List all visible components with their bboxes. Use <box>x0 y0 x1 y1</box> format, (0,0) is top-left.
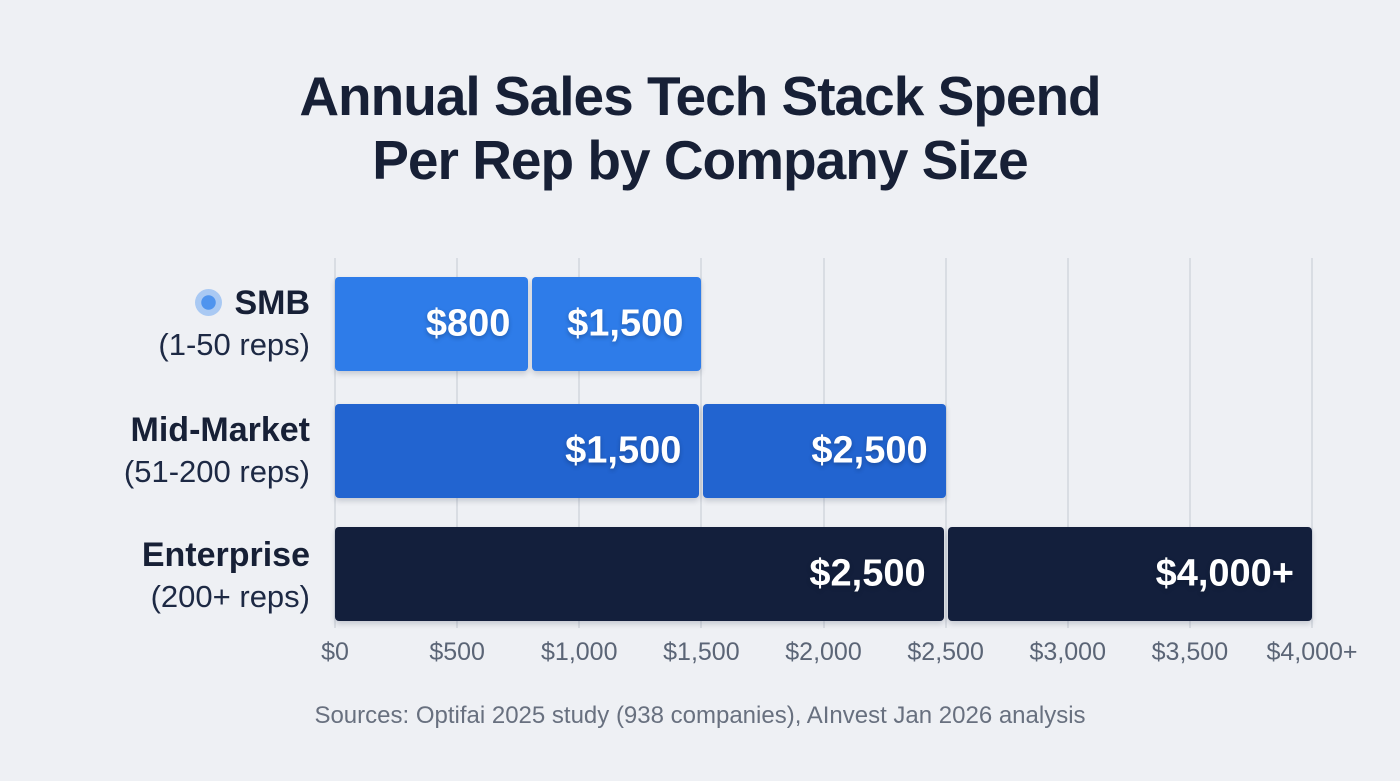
bar-row-enterprise: $2,500 $4,000+ <box>335 527 1312 621</box>
bar-row-mid-market: $1,500 $2,500 <box>335 404 1312 498</box>
bar-value-mid-market-high: $2,500 <box>811 429 928 472</box>
category-label-enterprise-detail: (200+ reps) <box>150 579 310 614</box>
bar-segment-mid-market-low: $1,500 <box>335 404 700 498</box>
category-label-mid-market: Mid-Market (51-200 reps) <box>0 410 310 492</box>
chart-title-line-1: Annual Sales Tech Stack Spend <box>299 65 1101 127</box>
category-label-smb-text: SMB <box>234 284 310 322</box>
x-axis: $0 $500 $1,000 $1,500 $2,000 $2,500 $3,000 $3,5… <box>321 638 1357 670</box>
bar-segment-smb-high: $1,500 <box>532 277 702 371</box>
bar-value-mid-market-low: $1,500 <box>565 429 682 472</box>
category-label-smb-name: SMB <box>0 283 310 324</box>
x-tick-label: $1,000 <box>541 638 618 666</box>
plot-area: $800 $1,500 $1,500 $2,500 $2,500 $4,000+ <box>334 258 1313 628</box>
category-label-enterprise: Enterprise (200+ reps) <box>0 535 310 617</box>
chart-title-line-2: Per Rep by Company Size <box>372 129 1029 191</box>
bar-value-enterprise-low: $2,500 <box>809 552 926 595</box>
category-label-enterprise-name: Enterprise <box>141 536 310 574</box>
x-tick-label: $1,500 <box>663 638 740 666</box>
category-label-smb: SMB (1-50 reps) <box>0 283 310 365</box>
bar-segment-mid-market-high: $2,500 <box>703 404 946 498</box>
gridline <box>700 258 703 628</box>
chart-title: Annual Sales Tech Stack Spend Per Rep by… <box>0 64 1400 192</box>
gridline <box>1188 258 1191 628</box>
x-tick-label: $3,500 <box>1151 638 1229 666</box>
category-label-mid-market-detail: (51-200 reps) <box>123 454 310 489</box>
bar-value-smb-low: $800 <box>425 302 511 345</box>
gridline <box>1066 258 1069 628</box>
bar-segment-enterprise-low: $2,500 <box>335 527 944 621</box>
sources-footer: Sources: Optifai 2025 study (938 compani… <box>314 702 1086 729</box>
x-tick-label: $4,000+ <box>1266 638 1358 666</box>
bar-value-enterprise-high: $4,000+ <box>1155 552 1294 595</box>
gridline <box>944 258 947 628</box>
bar-segment-smb-low: $800 <box>335 277 529 371</box>
x-tick-label: $2,000 <box>785 638 862 666</box>
bar-value-smb-high: $1,500 <box>567 302 684 345</box>
gridline <box>1311 258 1313 628</box>
x-tick-label: $0 <box>321 638 349 666</box>
smb-bullet-icon <box>195 289 223 316</box>
bar-row-smb: $800 $1,500 <box>335 277 1312 371</box>
x-tick-label: $2,500 <box>907 638 984 666</box>
category-label-smb-detail: (1-50 reps) <box>158 327 310 362</box>
x-tick-label: $500 <box>429 638 485 666</box>
bar-segment-enterprise-high: $4,000+ <box>947 527 1312 621</box>
x-tick-label: $3,000 <box>1029 638 1106 666</box>
category-label-mid-market-name: Mid-Market <box>130 411 310 449</box>
